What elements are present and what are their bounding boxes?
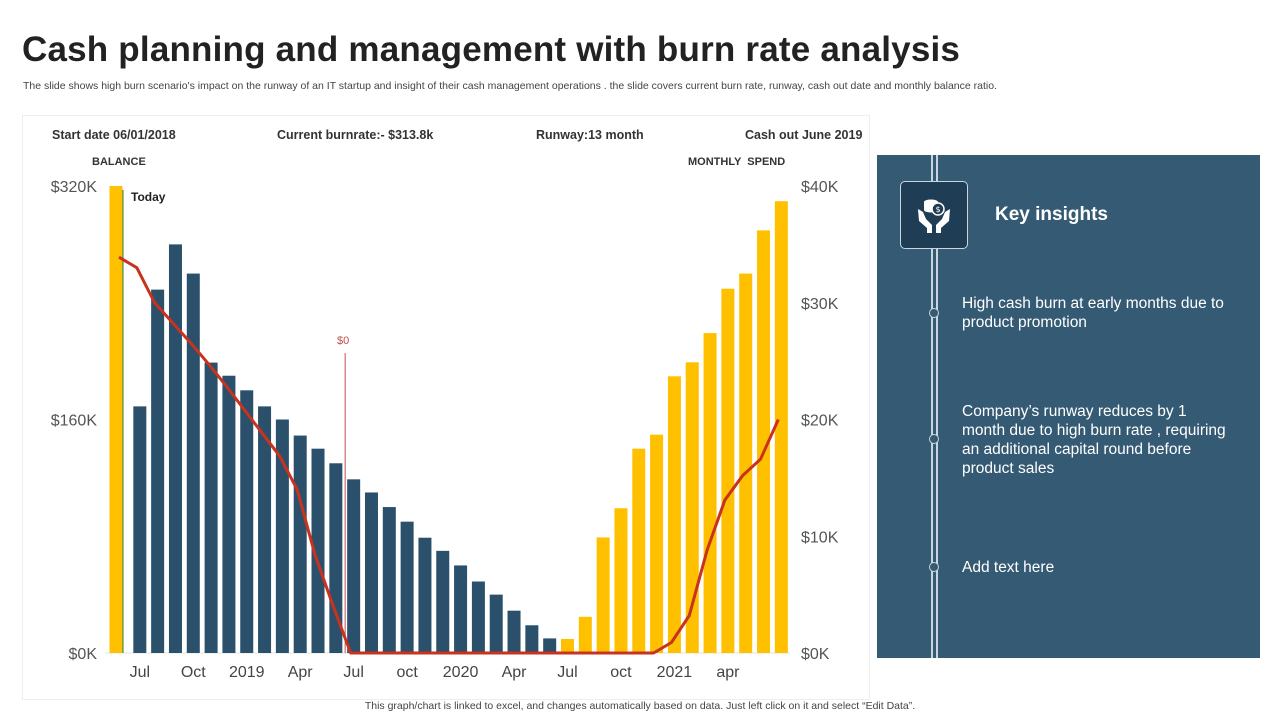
- balance-bar: [400, 521, 414, 653]
- page-subtitle: The slide shows high burn scenario's imp…: [23, 80, 997, 92]
- monthly-spend-bar: [667, 376, 681, 653]
- balance-bar: [311, 448, 325, 653]
- x-axis-tick-label: 2019: [229, 664, 265, 681]
- balance-bar: [186, 273, 200, 653]
- monthly-spend-bar: [650, 434, 664, 653]
- balance-bar: [151, 289, 165, 653]
- balance-bar: [347, 479, 361, 653]
- cash-out-date: Cash out June 2019: [745, 128, 863, 142]
- monthly-spend-bar: [596, 537, 610, 653]
- right-axis-title: MONTHLY SPEND: [688, 156, 786, 168]
- x-axis-tick-label: 2021: [657, 664, 693, 681]
- monthly-spend-bar: [614, 508, 628, 653]
- x-axis-tick-label: Oct: [181, 664, 206, 681]
- x-axis-tick-label: apr: [716, 664, 740, 681]
- monthly-spend-bar: [757, 230, 771, 654]
- timeline-line: [931, 155, 933, 658]
- balance-bar: [222, 375, 236, 653]
- x-axis-tick-label: Jul: [343, 664, 363, 681]
- hands-holding-coins-icon: $: [900, 181, 968, 249]
- start-date: Start date 06/01/2018: [52, 128, 176, 142]
- balance-bar: [489, 594, 503, 653]
- balance-bar: [275, 419, 289, 653]
- right-axis-tick-label: $0K: [801, 646, 830, 663]
- balance-bar: [436, 550, 450, 653]
- timeline-dot: [929, 308, 939, 318]
- balance-bar: [258, 406, 272, 653]
- today-label: Today: [131, 190, 166, 204]
- balance-bar: [168, 244, 182, 653]
- insight-item: Company’s runway reduces by 1 month due …: [962, 403, 1226, 477]
- x-axis-tick-label: Jul: [130, 664, 150, 681]
- x-axis-tick-label: oct: [396, 664, 418, 681]
- page-title: Cash planning and management with burn r…: [22, 30, 961, 69]
- timeline-dot: [929, 434, 939, 444]
- key-insights-panel: $ Key insights High cash burn at early m…: [877, 155, 1260, 658]
- balance-bar: [525, 625, 539, 653]
- x-axis-tick-label: Apr: [502, 664, 528, 681]
- footer-note: This graph/chart is linked to excel, and…: [364, 700, 916, 712]
- balance-bar: [293, 435, 307, 653]
- monthly-spend-bar: [721, 288, 735, 653]
- right-axis-tick-label: $20K: [801, 413, 839, 430]
- zero-balance-label: $0: [337, 335, 349, 347]
- monthly-spend-bar: [774, 201, 788, 654]
- x-axis-tick-label: 2020: [443, 664, 479, 681]
- balance-bar: [240, 390, 254, 653]
- burn-rate-line: [118, 255, 780, 655]
- balance-bar: [133, 406, 147, 653]
- monthly-spend-bar: [578, 616, 592, 653]
- monthly-spend-bar: [561, 638, 574, 653]
- right-axis-tick-label: $10K: [801, 529, 839, 546]
- balance-bar: [382, 507, 396, 653]
- monthly-spend-bar: [739, 273, 753, 653]
- balance-bar: [204, 362, 218, 653]
- svg-text:$: $: [935, 205, 940, 214]
- x-axis-tick-label: Apr: [288, 664, 314, 681]
- timeline-line: [936, 155, 938, 658]
- balance-bar: [364, 492, 378, 653]
- monthly-spend-bar: [632, 448, 646, 653]
- runway: Runway:13 month: [536, 128, 644, 142]
- left-axis-tick-label: $160K: [51, 413, 98, 430]
- left-axis-title: BALANCE: [92, 156, 146, 168]
- chart-container[interactable]: [22, 115, 870, 700]
- monthly-spend-bar: [703, 333, 717, 653]
- right-axis-tick-label: $30K: [801, 296, 839, 313]
- x-axis-tick-label: oct: [610, 664, 632, 681]
- key-insights-heading: Key insights: [995, 204, 1108, 225]
- balance-bar: [454, 565, 468, 653]
- left-axis-tick-label: $0K: [69, 646, 98, 663]
- balance-bar: [418, 537, 432, 653]
- x-axis-tick-label: Jul: [557, 664, 577, 681]
- monthly-spend-bar: [109, 186, 123, 653]
- balance-bar: [543, 638, 557, 653]
- left-axis-tick-label: $320K: [51, 179, 98, 196]
- balance-bar: [507, 610, 521, 653]
- monthly-spend-bar: [685, 362, 699, 653]
- insight-item[interactable]: Add text here: [962, 559, 1055, 576]
- insight-item: High cash burn at early months due to pr…: [962, 295, 1224, 331]
- current-burnrate: Current burnrate:- $313.8k: [277, 128, 434, 142]
- right-axis-tick-label: $40K: [801, 179, 839, 196]
- timeline-dot: [929, 562, 939, 572]
- balance-bar: [471, 581, 485, 653]
